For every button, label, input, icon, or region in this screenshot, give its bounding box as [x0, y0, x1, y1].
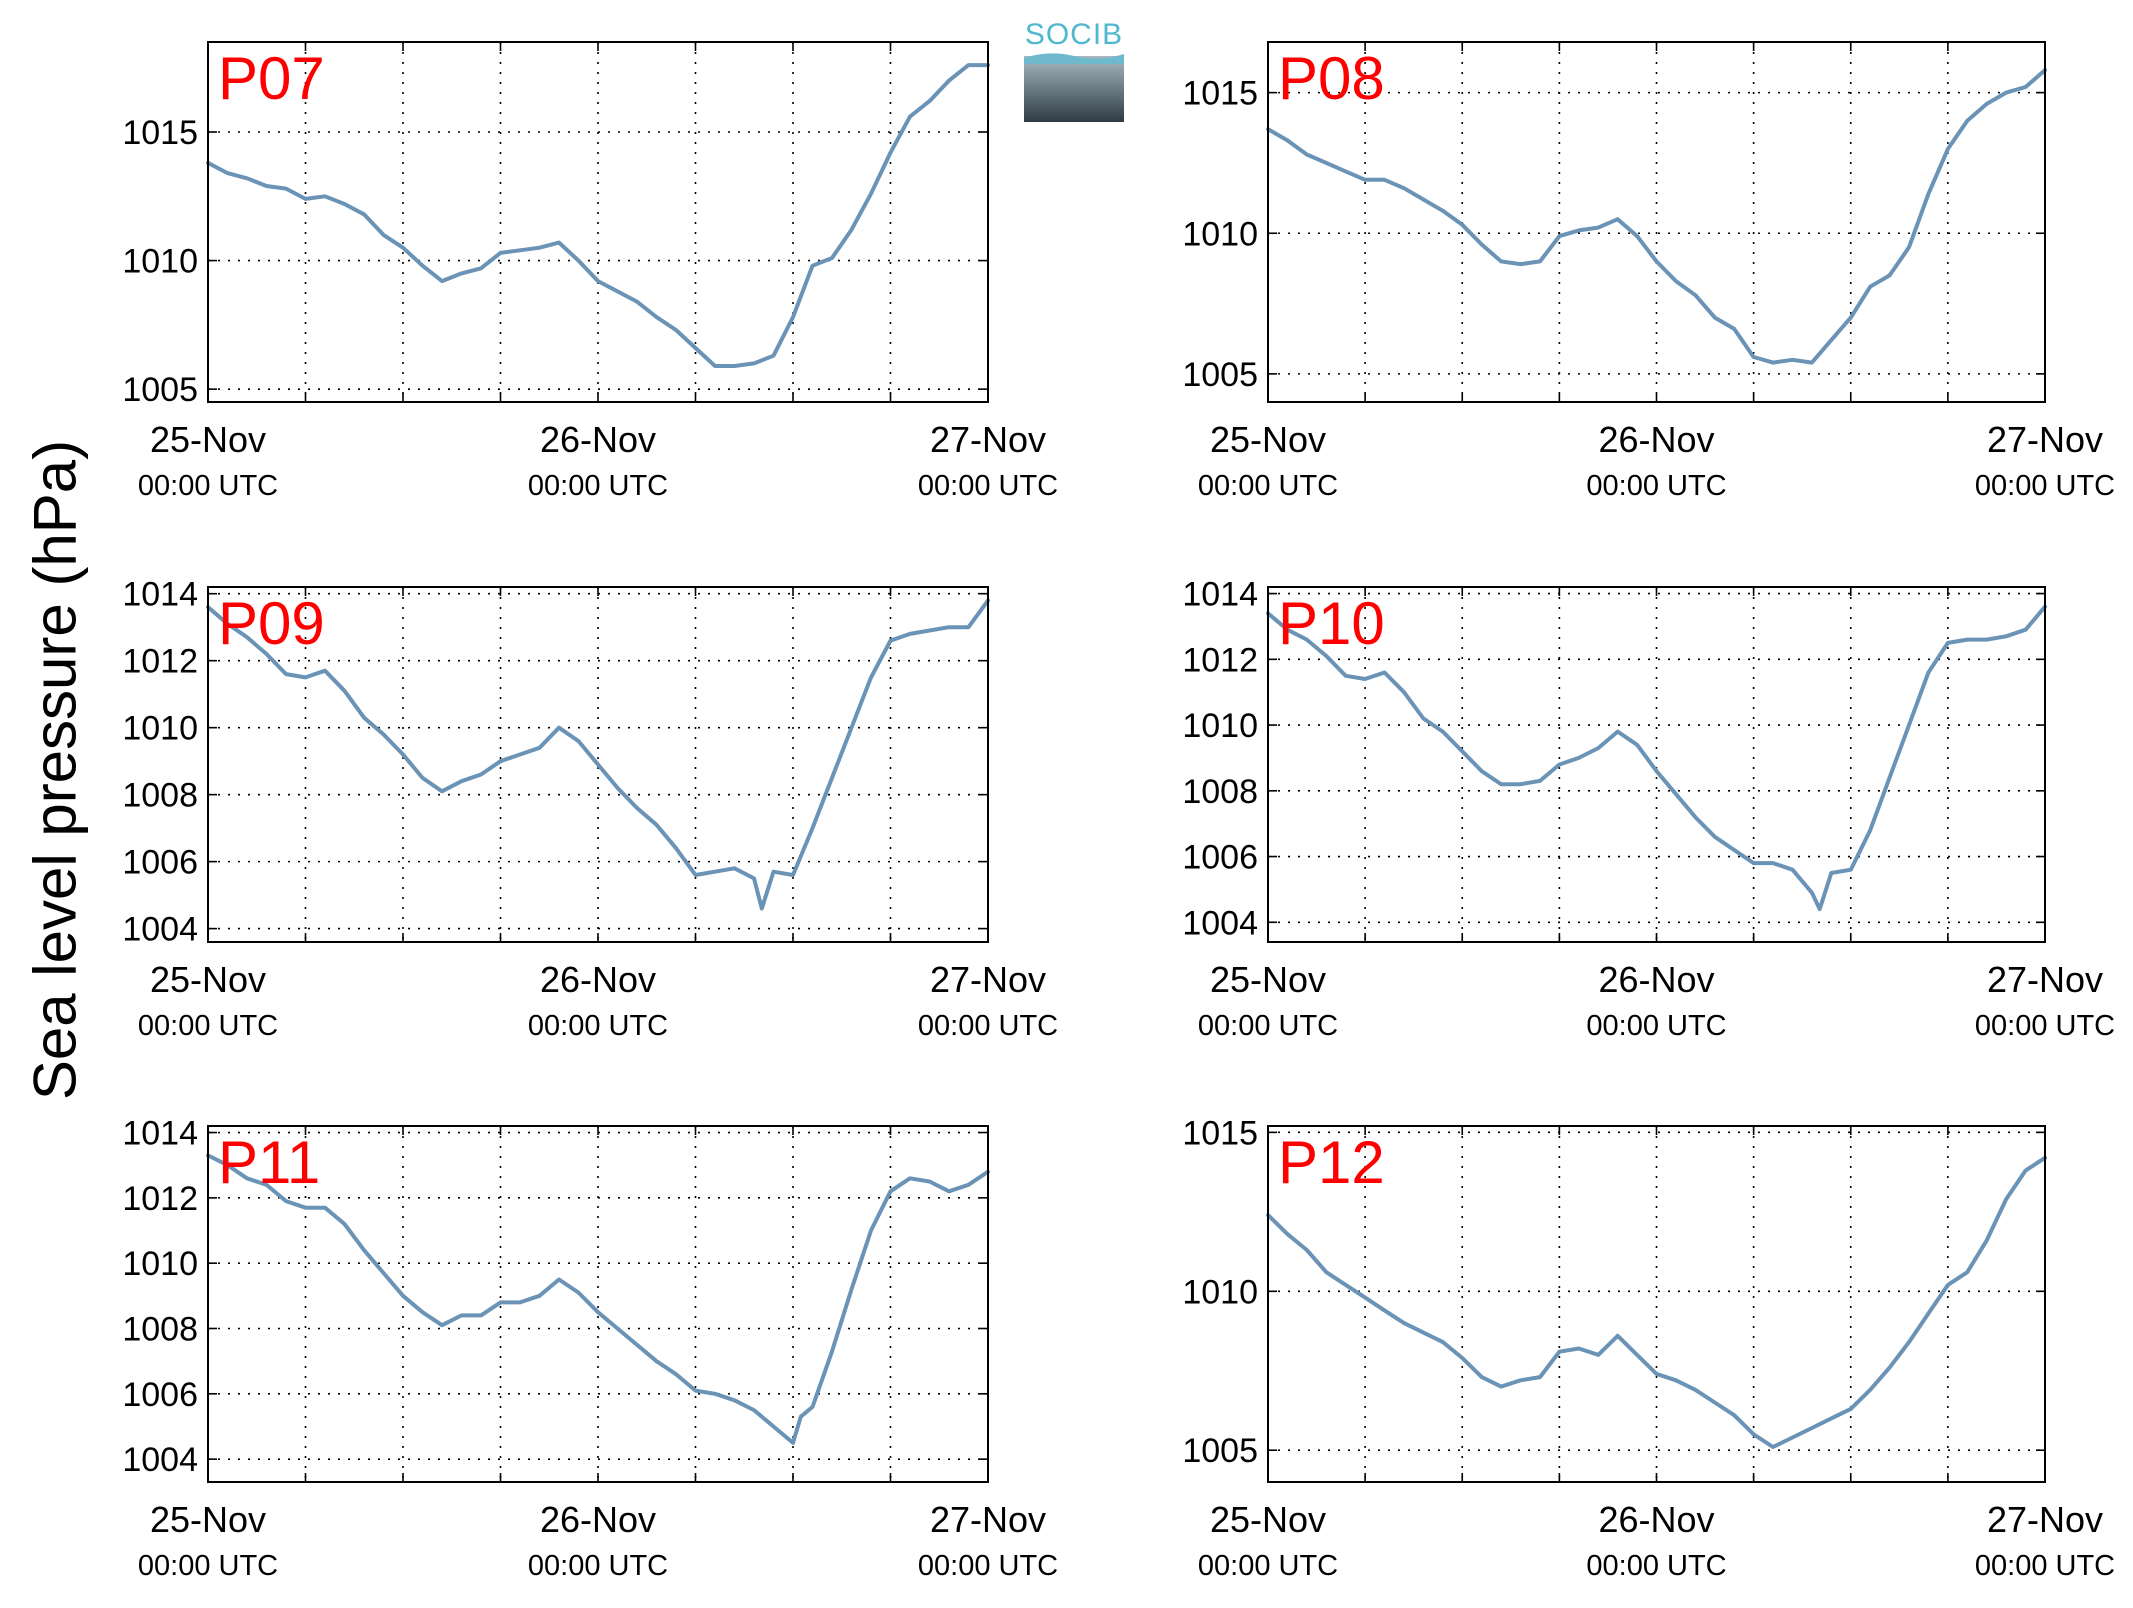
panel-5-ytick-label: 1004: [122, 1441, 198, 1479]
panel-2-ytick-label: 1015: [1182, 75, 1258, 113]
panel-2-xtick-label: 25-Nov: [1210, 419, 1326, 460]
panel-6-xtick-sublabel: 00:00 UTC: [1198, 1550, 1338, 1582]
panel-1-title: P07: [218, 45, 325, 112]
panel-1-xtick-label: 25-Nov: [150, 419, 266, 460]
panel-5-ytick-label: 1008: [122, 1310, 198, 1348]
panel-6-ytick-label: 1010: [1182, 1273, 1258, 1311]
panel-4-xtick-sublabel: 00:00 UTC: [1975, 1010, 2115, 1042]
panel-2-xtick-sublabel: 00:00 UTC: [1975, 470, 2115, 502]
panel-4-xtick-label: 27-Nov: [1987, 959, 2103, 1000]
panel-2-axes-frame: [1267, 41, 2046, 403]
panel-3-ytick-label: 1014: [122, 576, 198, 614]
panel-2-title: P08: [1278, 45, 1385, 112]
panel-4-xtick-sublabel: 00:00 UTC: [1586, 1010, 1726, 1042]
panel-4-ytick-label: 1014: [1182, 576, 1258, 614]
panel-4-ytick-label: 1004: [1182, 904, 1258, 942]
panel-3-series-line: [206, 598, 990, 911]
panel-5-xtick-label: 26-Nov: [540, 1499, 656, 1540]
panel-4-xtick-label: 25-Nov: [1210, 959, 1326, 1000]
panel-1-xtick-label: 26-Nov: [540, 419, 656, 460]
panel-6-ytick-label: 1015: [1182, 1114, 1258, 1152]
panel-6-xtick-label: 25-Nov: [1210, 1499, 1326, 1540]
panel-2-xtick-sublabel: 00:00 UTC: [1198, 470, 1338, 502]
panel-1-xtick-sublabel: 00:00 UTC: [528, 470, 668, 502]
panel-3-ytick-label: 1008: [122, 777, 198, 815]
panel-6-title: P12: [1278, 1129, 1385, 1196]
panel-1-xtick-sublabel: 00:00 UTC: [138, 470, 278, 502]
panel-2-xtick-label: 26-Nov: [1598, 419, 1714, 460]
panel-5-xtick-label: 25-Nov: [150, 1499, 266, 1540]
logo-text: SOCIB: [1024, 18, 1124, 51]
panel-3-xtick-label: 25-Nov: [150, 959, 266, 1000]
logo-block: [1024, 56, 1124, 122]
panel-1-xtick-sublabel: 00:00 UTC: [918, 470, 1058, 502]
panel-6-xtick-label: 27-Nov: [1987, 1499, 2103, 1540]
panel-4-axes-frame: [1267, 586, 2046, 943]
panel-5-xtick-sublabel: 00:00 UTC: [138, 1550, 278, 1582]
panel-4-ytick-label: 1008: [1182, 773, 1258, 811]
panel-6-xtick-label: 26-Nov: [1598, 1499, 1714, 1540]
panel-3-xtick-sublabel: 00:00 UTC: [918, 1010, 1058, 1042]
panel-3-ytick-label: 1010: [122, 710, 198, 748]
panel-5-xtick-sublabel: 00:00 UTC: [918, 1550, 1058, 1582]
panel-4-ytick-label: 1010: [1182, 707, 1258, 745]
panel-6-xtick-sublabel: 00:00 UTC: [1586, 1550, 1726, 1582]
panel-1-xtick-label: 27-Nov: [930, 419, 1046, 460]
panel-5-ytick-label: 1014: [122, 1115, 198, 1153]
panel-2-series-line: [1266, 68, 2047, 365]
panel-4-xtick-sublabel: 00:00 UTC: [1198, 1010, 1338, 1042]
panel-5-title: P11: [218, 1129, 320, 1196]
panel-3-axes-frame: [207, 586, 989, 943]
panel-1-ytick-label: 1015: [122, 114, 198, 152]
panel-5-ytick-label: 1012: [122, 1180, 198, 1218]
panel-1-series-line: [206, 63, 990, 368]
panel-3-ytick-label: 1006: [122, 844, 198, 882]
panel-6-xtick-sublabel: 00:00 UTC: [1975, 1550, 2115, 1582]
panel-4-xtick-label: 26-Nov: [1598, 959, 1714, 1000]
panel-1-ytick-label: 1010: [122, 243, 198, 281]
panel-2-ytick-label: 1010: [1182, 215, 1258, 253]
socib-logo: SOCIB: [1024, 18, 1124, 122]
panel-2-xtick-sublabel: 00:00 UTC: [1586, 470, 1726, 502]
panel-3-xtick-label: 27-Nov: [930, 959, 1046, 1000]
panel-5-xtick-sublabel: 00:00 UTC: [528, 1550, 668, 1582]
panel-3-xtick-label: 26-Nov: [540, 959, 656, 1000]
logo-wave-icon: [1024, 53, 1124, 64]
panel-3-xtick-sublabel: 00:00 UTC: [138, 1010, 278, 1042]
panel-5-ytick-label: 1006: [122, 1376, 198, 1414]
panel-5-xtick-label: 27-Nov: [930, 1499, 1046, 1540]
panel-4-title: P10: [1278, 590, 1385, 657]
panel-4-series-line: [1266, 604, 2047, 912]
panel-5-axes-frame: [207, 1125, 989, 1483]
panel-1-ytick-label: 1005: [122, 371, 198, 409]
panel-1-axes-frame: [207, 41, 989, 403]
panel-5-ytick-label: 1010: [122, 1245, 198, 1283]
panel-4-ytick-label: 1006: [1182, 839, 1258, 877]
panel-2-ytick-label: 1005: [1182, 356, 1258, 394]
panel-5-series-line: [206, 1153, 990, 1445]
panel-3-ytick-label: 1004: [122, 911, 198, 949]
panel-3-title: P09: [218, 590, 325, 657]
panel-4-ytick-label: 1012: [1182, 641, 1258, 679]
panel-6-ytick-label: 1005: [1182, 1432, 1258, 1470]
panel-3-xtick-sublabel: 00:00 UTC: [528, 1010, 668, 1042]
panel-6-axes-frame: [1267, 1125, 2046, 1483]
panel-2-xtick-label: 27-Nov: [1987, 419, 2103, 460]
panel-3-ytick-label: 1012: [122, 643, 198, 681]
panel-6-series-line: [1266, 1155, 2047, 1449]
